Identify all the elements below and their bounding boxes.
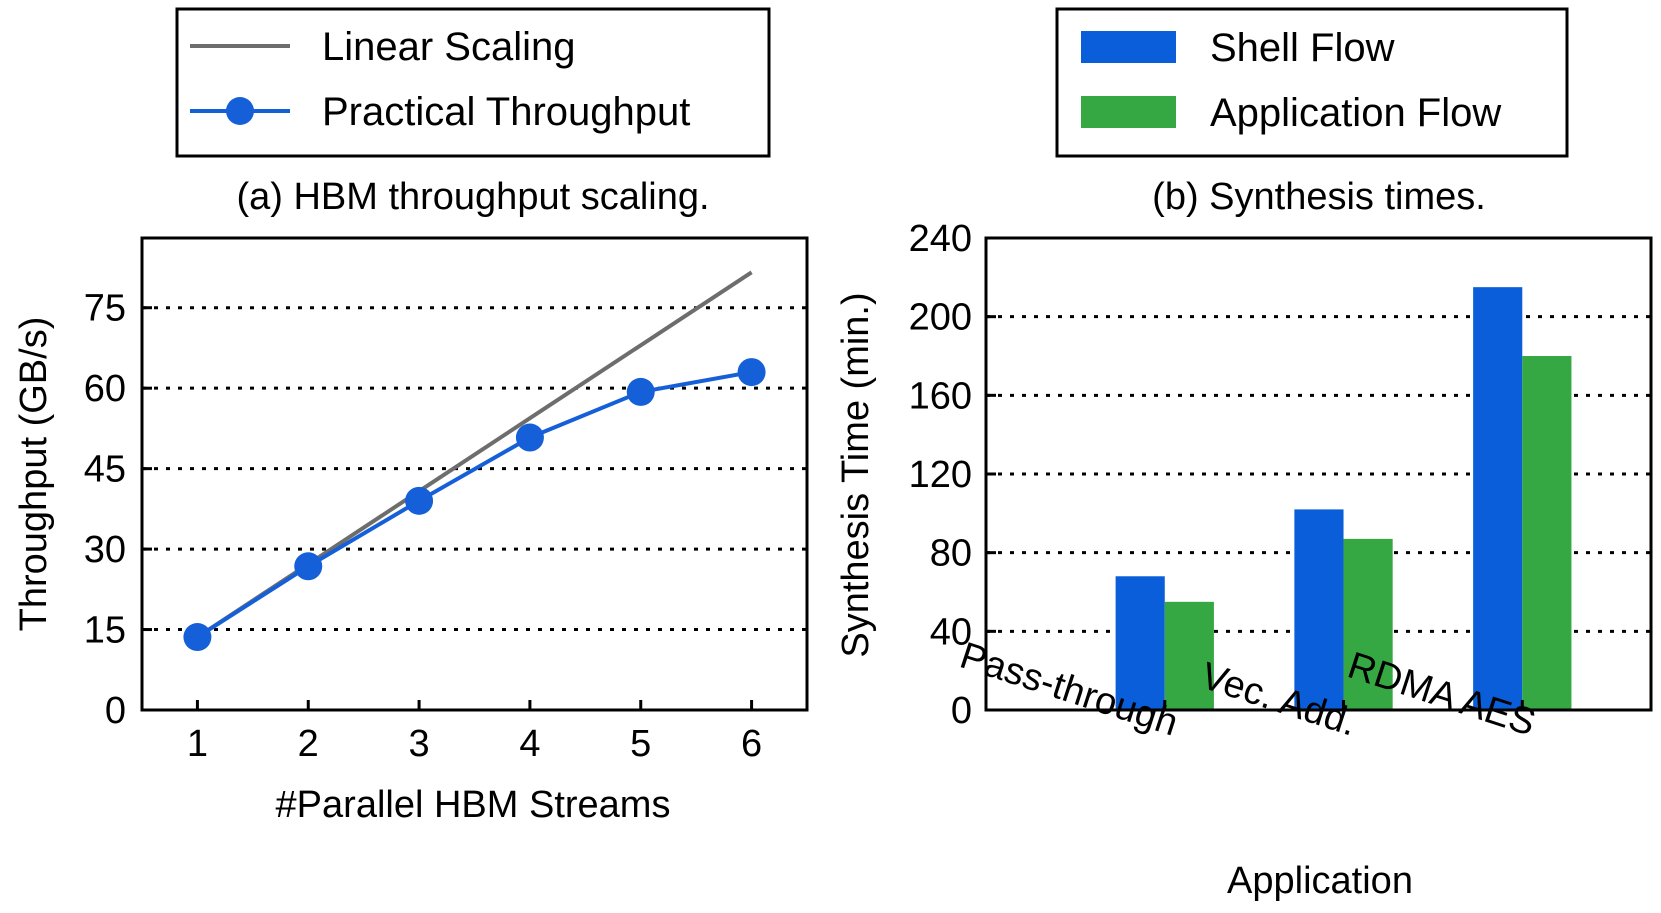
legend-a-box <box>175 7 771 158</box>
chart-b-y-tick-label-80: 80 <box>930 533 972 575</box>
bar-vec-add-shell-flow <box>1294 509 1344 710</box>
data-point-practical-throughput-2 <box>294 552 323 581</box>
legend-b: Shell Flow Application Flow <box>1055 7 1569 158</box>
data-point-practical-throughput-5 <box>626 377 655 406</box>
chart-a-x-tick-label-1: 1 <box>187 723 208 765</box>
series-line-practical-throughput <box>196 370 752 639</box>
chart-b-y-axis-label: Synthesis Time (min.) <box>835 292 877 657</box>
panel-b: Shell Flow Application Flow (b) Synthesi… <box>835 7 1653 902</box>
data-point-practical-throughput-6 <box>737 358 766 387</box>
chart-b-x-axis-label: Application <box>1227 860 1413 902</box>
chart-a-title: (a) HBM throughput scaling. <box>236 176 709 218</box>
chart-a-x-tick-label-3: 3 <box>409 723 430 765</box>
data-point-practical-throughput-3 <box>405 486 434 515</box>
chart-a-x-tick-label-6: 6 <box>741 723 762 765</box>
data-point-practical-throughput-1 <box>183 623 212 652</box>
chart-b-y-tick-label-200: 200 <box>909 297 972 339</box>
chart-b-y-tick-label-120: 120 <box>909 454 972 496</box>
legend-practical-throughput-marker <box>226 97 254 125</box>
chart-b-y-tick-label-0: 0 <box>951 690 972 732</box>
chart-a-y-tick-label-0: 0 <box>105 690 126 732</box>
legend-application-flow-swatch <box>1081 96 1176 128</box>
bar-vec-add-application-flow <box>1343 538 1393 710</box>
legend-application-flow-label: Application Flow <box>1210 91 1501 135</box>
legend-shell-flow-swatch <box>1081 31 1176 63</box>
chart-b-y-tick-label-160: 160 <box>909 375 972 417</box>
chart-a-y-tick-label-45: 45 <box>84 449 126 491</box>
chart-a-plot-frame <box>140 236 809 712</box>
chart-a-y-tick-label-75: 75 <box>84 288 126 330</box>
bar-rdma-aes-application-flow <box>1522 356 1572 710</box>
bar-pass-through-application-flow <box>1164 601 1214 710</box>
chart-b-title: (b) Synthesis times. <box>1152 176 1486 218</box>
chart-a-y-axis-label: Throughput (GB/s) <box>13 317 55 632</box>
panel-a: Linear Scaling Practical Throughput (a) … <box>13 7 809 826</box>
legend-practical-throughput-label: Practical Throughput <box>322 90 690 134</box>
chart-a-y-tick-label-15: 15 <box>84 610 126 652</box>
chart-b-y-tick-label-240: 240 <box>909 218 972 260</box>
bar-pass-through-shell-flow <box>1115 576 1165 710</box>
data-point-practical-throughput-4 <box>515 423 544 452</box>
legend-a: Linear Scaling Practical Throughput <box>175 7 771 158</box>
chart-a-y-tick-label-30: 30 <box>84 529 126 571</box>
chart-a-series <box>183 270 766 652</box>
legend-shell-flow-label: Shell Flow <box>1210 26 1395 70</box>
chart-b-bars <box>1115 287 1572 710</box>
legend-linear-scaling-label: Linear Scaling <box>322 25 576 69</box>
bar-rdma-aes-shell-flow <box>1473 287 1523 710</box>
chart-b-y-tick-label-40: 40 <box>930 611 972 653</box>
chart-a-x-axis-label: #Parallel HBM Streams <box>276 784 671 826</box>
chart-a-x-tick-label-2: 2 <box>298 723 319 765</box>
chart-a-y-tick-label-60: 60 <box>84 368 126 410</box>
chart-a-x-tick-label-4: 4 <box>519 723 540 765</box>
chart-a-x-tick-label-5: 5 <box>630 723 651 765</box>
